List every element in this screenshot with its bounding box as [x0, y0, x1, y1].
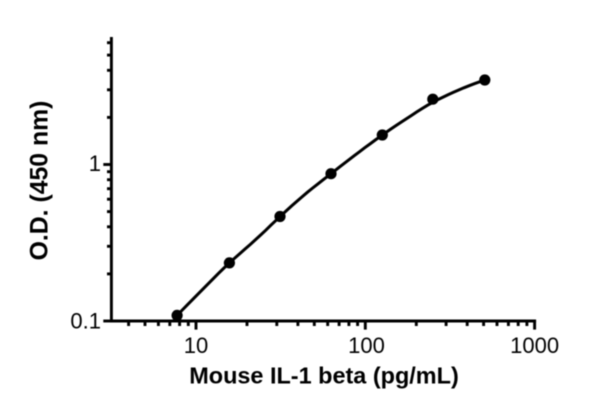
svg-text:Mouse IL-1 beta (pg/mL): Mouse IL-1 beta (pg/mL) [189, 363, 459, 389]
svg-text:O.D. (450 nm): O.D. (450 nm) [27, 101, 54, 261]
svg-text:100: 100 [348, 333, 385, 358]
svg-text:0.1: 0.1 [70, 309, 101, 334]
svg-text:1: 1 [89, 151, 101, 176]
svg-text:1000: 1000 [510, 333, 559, 358]
svg-text:10: 10 [184, 333, 208, 358]
